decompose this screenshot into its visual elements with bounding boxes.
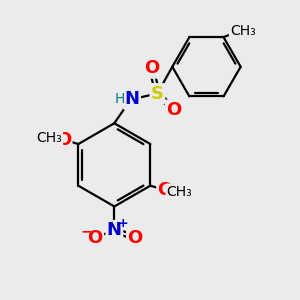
Text: O: O (144, 59, 159, 77)
Text: H: H (114, 92, 124, 106)
Text: CH₃: CH₃ (230, 24, 256, 38)
Text: O: O (87, 229, 103, 247)
Text: O: O (158, 181, 173, 199)
Text: N: N (107, 221, 122, 239)
Text: −: − (81, 224, 92, 238)
Text: O: O (166, 101, 182, 119)
Text: CH₃: CH₃ (167, 184, 192, 199)
Text: CH₃: CH₃ (36, 131, 62, 145)
Text: S: S (151, 85, 164, 103)
Text: N: N (125, 91, 140, 109)
Text: O: O (56, 130, 71, 148)
Text: +: + (117, 217, 128, 230)
Text: O: O (128, 229, 143, 247)
Text: methoxy: methoxy (37, 137, 43, 139)
